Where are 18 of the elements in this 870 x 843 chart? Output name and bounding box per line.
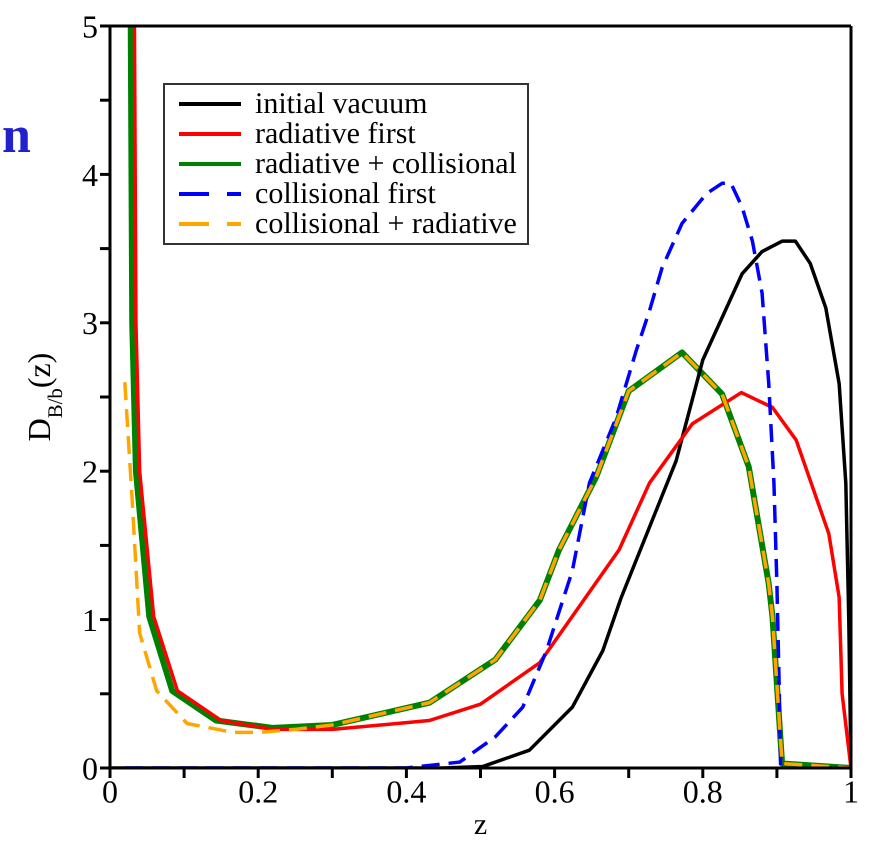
legend-label: radiative first (255, 117, 416, 150)
legend-label: collisional + radiative (255, 207, 517, 240)
legend-label: collisional first (255, 177, 436, 210)
x-axis-title: z (474, 808, 488, 841)
text: n (2, 106, 31, 165)
x-tick-label: 1 (843, 774, 859, 810)
x-tick-label: 0.4 (386, 774, 426, 810)
y-tick-label: 4 (82, 156, 98, 193)
y-tick-label: 1 (82, 602, 98, 638)
y-tick-label: 2 (82, 454, 98, 490)
x-tick-label: 0.6 (534, 774, 575, 810)
legend-label: initial vacuum (255, 87, 428, 120)
x-tick-label: 0.2 (238, 774, 278, 810)
y-tick-label: 3 (82, 305, 98, 342)
x-tick-label: 0.8 (682, 774, 723, 810)
y-tick-label: 0 (82, 750, 98, 786)
legend-label: radiative + collisional (255, 147, 517, 180)
y-tick-label: 5 (82, 8, 98, 44)
